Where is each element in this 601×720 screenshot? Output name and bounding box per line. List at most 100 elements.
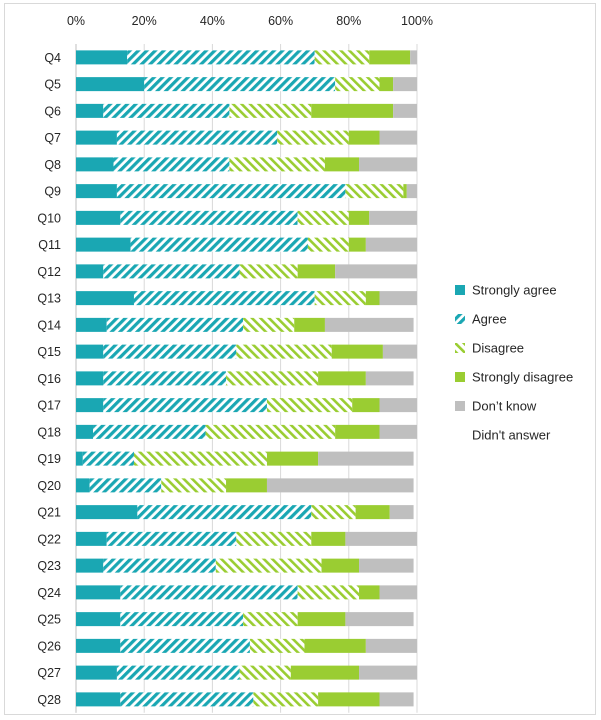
bar-segment xyxy=(103,558,216,573)
category-label: Q19 xyxy=(37,452,61,466)
legend-item: Disagree xyxy=(455,341,524,356)
legend-item: Strongly disagree xyxy=(455,370,573,385)
bar-row xyxy=(76,531,417,546)
bar-row xyxy=(76,398,417,413)
bar-segment xyxy=(359,157,417,172)
bar-segment xyxy=(103,398,267,413)
bar-segment xyxy=(236,531,312,546)
bar-segment xyxy=(314,291,366,306)
category-label: Q12 xyxy=(37,265,61,279)
bar-row xyxy=(76,317,414,332)
bar-segment xyxy=(76,585,121,600)
bar-row xyxy=(76,264,417,279)
bar-segment xyxy=(379,291,417,306)
bar-segment xyxy=(365,638,417,653)
category-label: Q15 xyxy=(37,345,61,359)
category-label: Q4 xyxy=(44,51,61,65)
bar-segment xyxy=(266,451,319,466)
bar-segment xyxy=(106,531,237,546)
bar-segment xyxy=(116,665,240,680)
bar-segment xyxy=(393,103,417,118)
category-label: Q18 xyxy=(37,425,61,439)
x-tick-label: 60% xyxy=(268,14,293,28)
bar-segment xyxy=(226,371,319,386)
bar-segment xyxy=(379,130,417,145)
legend-label: Strongly agree xyxy=(472,283,557,298)
bar-segment xyxy=(410,50,417,65)
bar-segment xyxy=(76,424,94,439)
bar-segment xyxy=(393,77,417,92)
category-label: Q26 xyxy=(37,639,61,653)
bar-segment xyxy=(82,451,134,466)
chart-frame xyxy=(4,3,596,715)
legend: Strongly agree Agree Disagree Strongly disa… xyxy=(455,283,573,443)
legend-label: Didn't answer xyxy=(472,428,551,443)
bar-row xyxy=(76,692,414,707)
bar-segment xyxy=(297,264,336,279)
bar-segment xyxy=(379,77,394,92)
bar-segment xyxy=(365,237,417,252)
bar-row xyxy=(76,344,417,359)
bar-row xyxy=(76,478,414,493)
bar-segment xyxy=(379,424,417,439)
bar-segment xyxy=(76,103,104,118)
bar-segment xyxy=(365,371,414,386)
bar-segment xyxy=(76,558,104,573)
category-label: Q7 xyxy=(44,131,61,145)
bar-segment xyxy=(243,612,298,627)
bar-segment xyxy=(76,184,117,199)
bar-row xyxy=(76,237,417,252)
bar-segment xyxy=(205,424,336,439)
bar-segment xyxy=(389,505,414,520)
bar-segment xyxy=(249,638,305,653)
bar-segment xyxy=(133,451,267,466)
bar-segment xyxy=(76,638,121,653)
category-label: Q6 xyxy=(44,104,61,118)
legend-swatch xyxy=(455,314,465,324)
bar-segment xyxy=(120,612,244,627)
bar-segment xyxy=(335,264,417,279)
bar-segment xyxy=(116,184,346,199)
bar-segment xyxy=(76,531,107,546)
category-label: Q5 xyxy=(44,78,61,92)
bar-segment xyxy=(321,558,360,573)
category-label: Q17 xyxy=(37,399,61,413)
legend-swatch xyxy=(455,343,465,353)
category-label: Q9 xyxy=(44,185,61,199)
legend-item: Didn't answer xyxy=(472,428,551,443)
bar-row xyxy=(76,585,417,600)
bar-segment xyxy=(76,371,104,386)
bar-row xyxy=(76,77,417,92)
bar-segment xyxy=(379,398,417,413)
x-axis-ticks: 0% 20% 40% 60% 80% 100% xyxy=(67,14,433,28)
bar-segment xyxy=(215,558,322,573)
gridlines xyxy=(75,44,418,713)
bar-segment xyxy=(76,451,83,466)
bar-segment xyxy=(253,692,319,707)
bar-segment xyxy=(311,531,346,546)
bar-segment xyxy=(76,505,138,520)
bar-segment xyxy=(324,157,360,172)
bar-segment xyxy=(348,130,380,145)
legend-item: Strongly agree xyxy=(455,283,557,298)
bar-segment xyxy=(318,451,414,466)
x-tick-label: 20% xyxy=(132,14,157,28)
bar-segment xyxy=(76,237,131,252)
bar-segment xyxy=(120,692,254,707)
bar-row xyxy=(76,157,417,172)
bars xyxy=(76,50,417,707)
category-label: Q14 xyxy=(37,318,61,332)
bar-segment xyxy=(76,478,90,493)
bar-segment xyxy=(76,264,104,279)
bar-segment xyxy=(239,665,291,680)
bar-row xyxy=(76,291,417,306)
x-tick-label: 100% xyxy=(401,14,433,28)
bar-segment xyxy=(304,638,366,653)
x-tick-label: 80% xyxy=(336,14,361,28)
bar-segment xyxy=(76,210,121,225)
bar-segment xyxy=(348,210,370,225)
bar-row xyxy=(76,371,414,386)
bar-segment xyxy=(120,638,250,653)
bar-segment xyxy=(359,585,380,600)
